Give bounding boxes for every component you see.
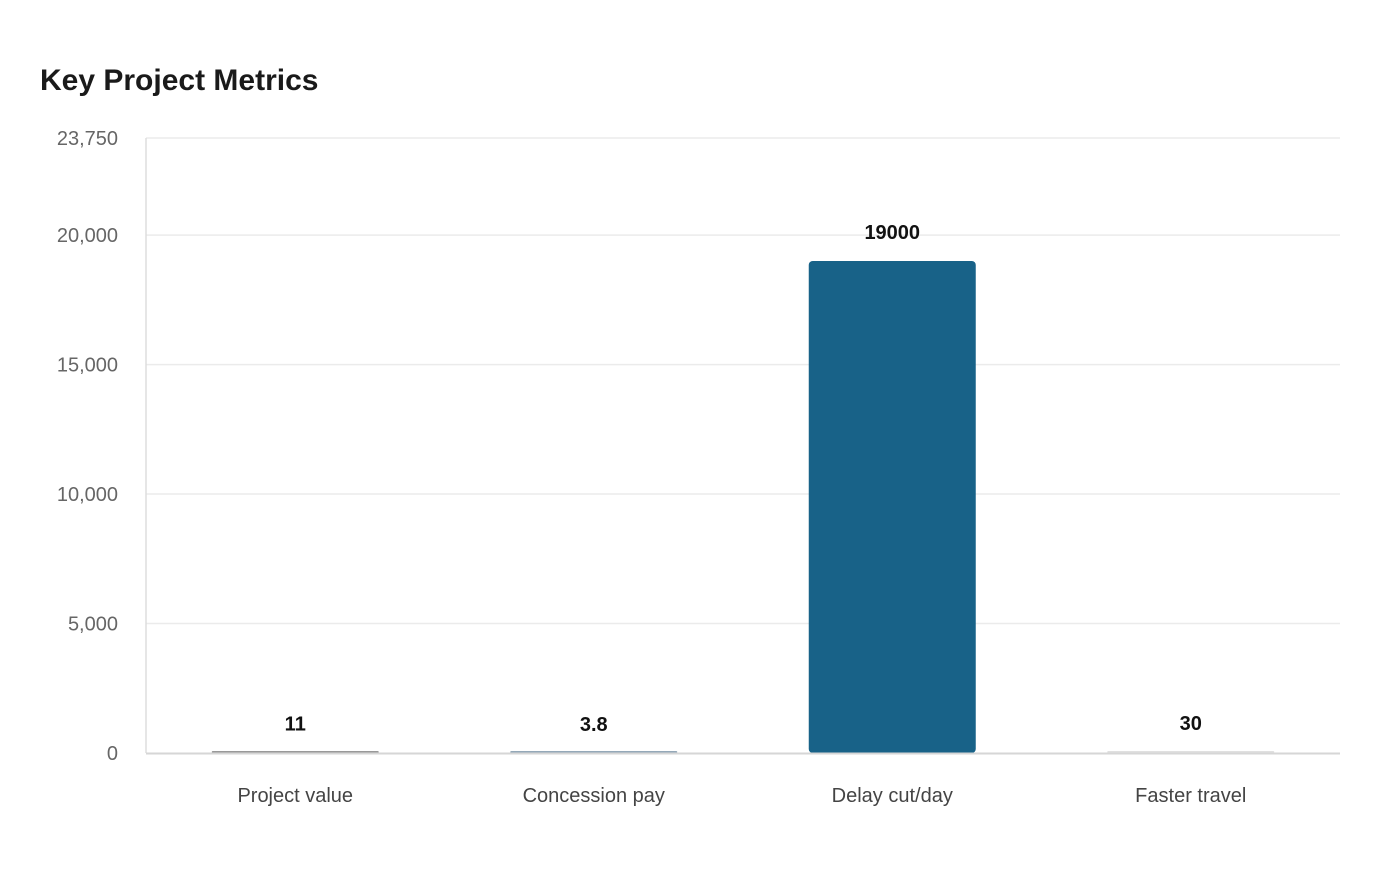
y-tick-label: 10,000	[57, 484, 118, 506]
y-tick-label: 5,000	[68, 614, 118, 636]
x-tick-label: Project value	[237, 785, 353, 807]
x-tick-label: Faster travel	[1135, 785, 1246, 807]
chart-title: Key Project Metrics	[40, 64, 318, 97]
x-tick-label: Delay cut/day	[832, 785, 953, 807]
y-tick-label: 20,000	[57, 225, 118, 247]
y-tick-label: 15,000	[57, 355, 118, 377]
bar[interactable]	[808, 261, 976, 753]
y-tick-label: 0	[107, 743, 118, 765]
x-tick-label: Concession pay	[523, 785, 665, 807]
y-tick-label: 23,750	[57, 128, 118, 150]
data-label: 19000	[864, 222, 920, 244]
data-label: 30	[1180, 713, 1202, 735]
data-label: 11	[285, 714, 306, 736]
data-label: 3.8	[580, 714, 608, 736]
